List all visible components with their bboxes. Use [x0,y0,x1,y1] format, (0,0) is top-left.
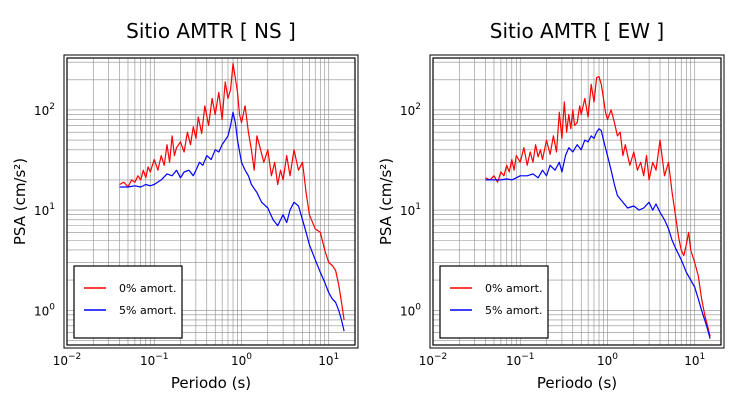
y-tick-label: 102 [34,102,55,118]
plot-frame-outer [63,54,359,349]
legend: 0% amort. 5% amort. [73,265,183,339]
legend-box [439,265,549,339]
y-axis-label: PSA (cm/s²) [11,158,29,245]
series-line [485,76,711,337]
grid [66,58,356,345]
series-line [119,111,345,332]
x-axis-label: Periodo (s) [537,374,617,392]
x-tick-label: 10−2 [53,352,82,368]
series-line [485,128,711,339]
x-tick-label: 10−2 [419,352,448,368]
x-tick-label: 10−1 [140,352,169,368]
y-axis-label: PSA (cm/s²) [377,158,395,245]
y-tick-label: 102 [400,102,421,118]
y-tick-label: 101 [34,202,55,218]
x-tick-label: 100 [231,352,252,368]
plot-frame [66,57,356,346]
legend-label: 5% amort. [119,304,176,317]
y-tick-label: 100 [34,302,55,318]
chart-title: Sitio AMTR [ EW ] [490,19,664,43]
chart-panel: 10−2 10−1 100 101 100 101 102 Sitio AMTR [ NS ]… [11,19,359,392]
x-tick-label: 101 [684,352,705,368]
chart-panel: 10−2 10−1 100 101 100 101 102 Sitio AMTR [ EW ]… [377,19,725,392]
legend-box [73,265,183,339]
legend-label: 5% amort. [485,304,542,317]
legend-label: 0% amort. [119,282,176,295]
y-tick-label: 100 [400,302,421,318]
x-tick-label: 10−1 [506,352,535,368]
series-line [119,63,345,321]
x-axis-label: Periodo (s) [171,374,251,392]
x-tick-label: 101 [318,352,339,368]
plot-frame-outer [429,54,725,349]
plot-frame [432,57,722,346]
legend: 0% amort. 5% amort. [439,265,549,339]
x-tick-label: 100 [597,352,618,368]
y-tick-label: 101 [400,202,421,218]
legend-label: 0% amort. [485,282,542,295]
chart-title: Sitio AMTR [ NS ] [126,19,296,43]
